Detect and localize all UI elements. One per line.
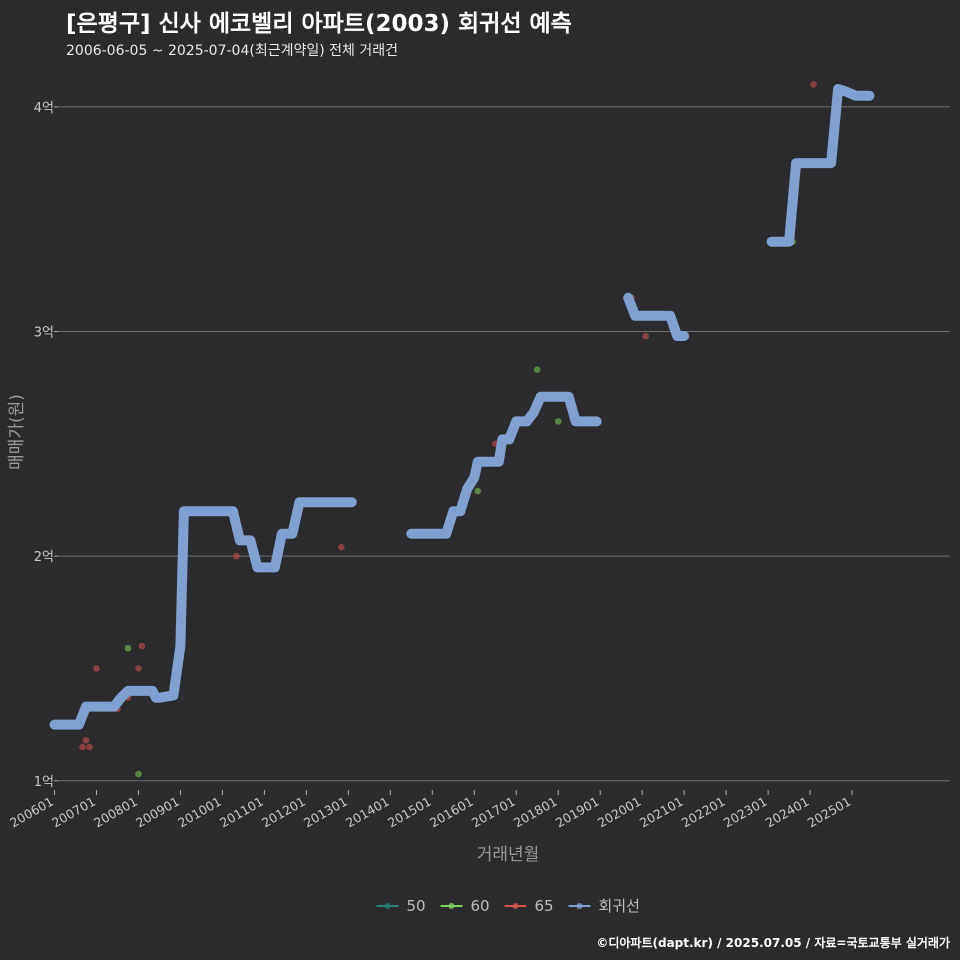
y-tick-label: 1억 <box>34 775 54 790</box>
legend-label: 65 <box>535 897 554 915</box>
x-axis: 2006012007012008012009012010012011012012… <box>7 790 854 831</box>
x-tick-label: 200801 <box>91 794 140 831</box>
y-axis: 1억 2억 3억 4억 <box>34 101 58 790</box>
x-tick-label: 202301 <box>721 794 770 831</box>
regression-segment <box>406 391 602 539</box>
x-tick-label: 201101 <box>217 794 266 831</box>
x-axis-title: 거래년월 <box>477 845 540 865</box>
legend-swatch-dot <box>384 903 391 909</box>
regression-line <box>49 84 875 730</box>
legend-label: 50 <box>407 897 426 915</box>
legend-swatch-dot <box>576 903 583 909</box>
data-point-65 <box>138 642 146 650</box>
legend-swatch-dot <box>448 903 455 909</box>
source-caption: ©디아파트(dapt.kr) / 2025.07.05 / 자료=국토교통부 실… <box>596 936 950 950</box>
data-point-65 <box>86 743 93 751</box>
data-point-65 <box>135 665 142 672</box>
x-tick-label: 202201 <box>679 794 728 831</box>
legend: 50 60 65 회귀선 <box>376 897 640 915</box>
x-tick-label: 201001 <box>175 794 224 831</box>
x-tick-label: 202101 <box>637 794 686 831</box>
regression-segment <box>766 84 875 247</box>
legend-item-60: 60 <box>440 897 490 915</box>
x-tick-label: 200601 <box>7 794 56 831</box>
data-point-65 <box>93 665 100 672</box>
legend-item-65: 65 <box>504 897 554 915</box>
legend-swatch-dot <box>512 903 519 909</box>
x-tick-label: 201201 <box>259 794 308 831</box>
data-point-60 <box>533 366 541 374</box>
chart-title: [은평구] 신사 에코벨리 아파트(2003) 회귀선 예측 <box>66 11 572 37</box>
data-point-65 <box>233 552 240 560</box>
x-tick-label: 202001 <box>595 794 644 831</box>
x-tick-label: 201501 <box>385 794 434 831</box>
y-axis-title: 매매가(원) <box>7 394 27 470</box>
y-tick-label: 2억 <box>34 550 54 565</box>
legend-item-50: 50 <box>376 897 426 915</box>
data-point-60 <box>474 487 482 495</box>
scatter-points <box>79 81 817 778</box>
legend-label: 회귀선 <box>599 897 640 915</box>
x-tick-label: 201301 <box>301 794 350 831</box>
x-tick-label: 201901 <box>553 794 602 831</box>
y-tick-label: 3억 <box>34 326 54 341</box>
regression-segment <box>623 292 690 341</box>
x-tick-label: 201801 <box>511 794 560 831</box>
legend-label: 60 <box>471 897 490 915</box>
data-point-65 <box>82 737 90 744</box>
regression-segment <box>49 497 357 730</box>
x-tick-label: 201401 <box>343 794 392 831</box>
data-point-65 <box>642 332 649 340</box>
data-point-60 <box>124 644 132 652</box>
data-point-65 <box>338 543 345 551</box>
x-tick-label: 202501 <box>805 794 854 831</box>
data-point-60 <box>135 770 142 778</box>
data-point-65 <box>810 81 817 88</box>
chart-subtitle: 2006-06-05 ~ 2025-07-04(최근계약일) 전체 거래건 <box>66 43 398 59</box>
legend-item-회귀선: 회귀선 <box>568 897 640 915</box>
y-tick-label: 4억 <box>34 101 54 116</box>
x-tick-label: 200701 <box>49 794 98 831</box>
data-point-65 <box>79 743 86 751</box>
x-tick-label: 202401 <box>763 794 812 831</box>
x-tick-label: 201601 <box>427 794 476 831</box>
x-tick-label: 200901 <box>133 794 182 831</box>
x-tick-label: 201701 <box>469 794 518 831</box>
grid-lines <box>58 106 950 782</box>
data-point-60 <box>554 418 562 425</box>
